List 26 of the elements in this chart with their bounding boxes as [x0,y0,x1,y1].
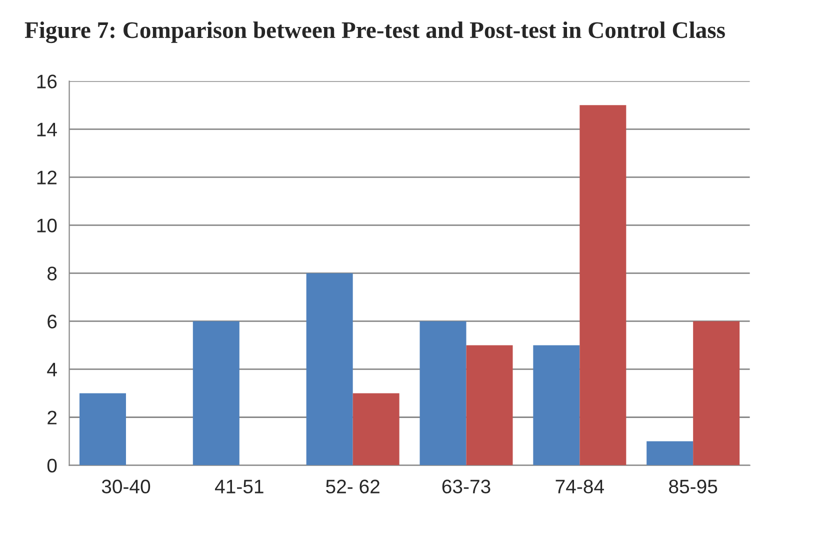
y-tick-label: 14 [37,122,57,136]
x-tick-label: 85-95 [669,480,718,494]
bar [466,345,513,466]
bar [646,441,694,466]
x-tick-label: 30-40 [102,480,150,494]
bar [420,321,466,466]
y-tick-label: 4 [47,362,57,376]
x-tick-label: 41-51 [214,480,264,494]
y-tick-label: 8 [48,266,57,280]
y-tick-label: 0 [47,458,57,472]
x-tick-label: 74-84 [556,480,604,494]
x-tick-label: 63-73 [442,480,490,494]
chart-title: Figure 7: Comparison between Pre-test and Post-test in Control Class [24,21,725,44]
bar [192,321,240,466]
bar [306,273,353,466]
y-tick-label: 16 [37,74,57,88]
y-tick-label: 10 [37,218,57,232]
y-tick-label: 12 [37,170,56,184]
y-tick-label: 2 [48,410,56,424]
bar [533,345,580,466]
bar [79,393,126,466]
bar [693,321,740,466]
bar [352,393,400,466]
x-tick-label: 52- 62 [326,480,380,494]
y-tick-label: 6 [48,314,57,328]
bar [580,105,626,466]
